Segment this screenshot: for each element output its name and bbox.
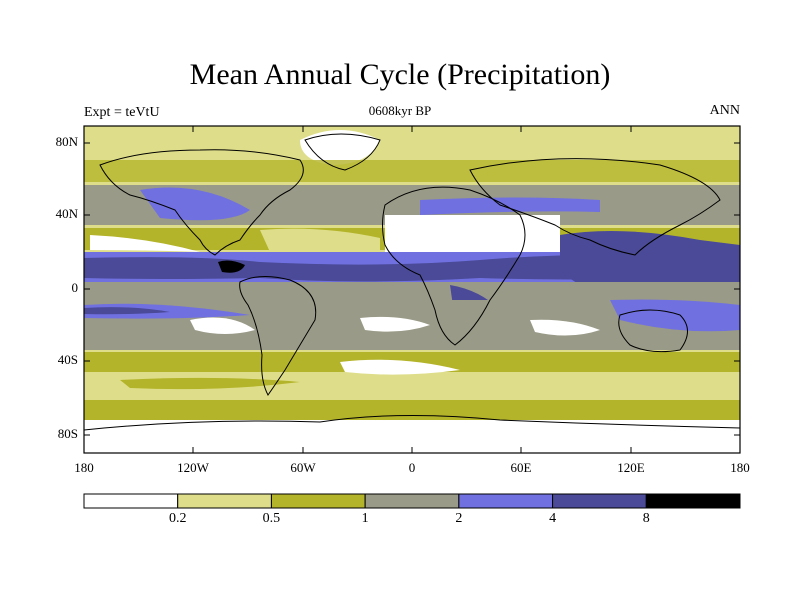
colorbar-swatch xyxy=(177,493,272,509)
colorbar-label: 2 xyxy=(455,511,463,526)
lon-tick-60e: 60E xyxy=(510,460,532,475)
lat-tick-80n: 80N xyxy=(55,134,78,149)
lon-tick-120w: 120W xyxy=(177,460,209,475)
lat-tick-80s: 80S xyxy=(57,426,78,441)
lon-tick-120e: 120E xyxy=(617,460,645,475)
colorbar-swatch xyxy=(645,493,741,509)
colorbar-label: 1 xyxy=(361,511,369,526)
lon-tick-180e: 180 xyxy=(730,460,750,475)
lon-tick-60w: 60W xyxy=(290,460,316,475)
experiment-label: Expt = teVtU xyxy=(84,105,160,120)
colorbar-swatch xyxy=(364,493,460,509)
colorbar xyxy=(83,493,741,509)
coastlines xyxy=(84,133,740,431)
colorbar-swatch xyxy=(458,493,554,509)
colorbar-swatch xyxy=(552,493,647,509)
colorbar-label: 0.2 xyxy=(168,511,187,526)
lon-tick-0: 0 xyxy=(408,460,416,475)
colorbar-label: 0.5 xyxy=(262,511,281,526)
contour-fill xyxy=(84,126,740,453)
lat-tick-40n: 40N xyxy=(55,206,78,221)
colorbar-label: 8 xyxy=(642,511,650,526)
lat-tick-0: 0 xyxy=(71,280,79,295)
map-subtitle: 0608kyr BP xyxy=(368,103,432,118)
season-label: ANN xyxy=(709,103,740,118)
lon-tick-180w: 180 xyxy=(74,460,94,475)
colorbar-swatch xyxy=(83,493,179,509)
map-title: Mean Annual Cycle (Precipitation) xyxy=(189,58,611,91)
colorbar-label: 4 xyxy=(549,511,557,526)
colorbar-swatch xyxy=(270,493,366,509)
lat-tick-40s: 40S xyxy=(57,352,78,367)
